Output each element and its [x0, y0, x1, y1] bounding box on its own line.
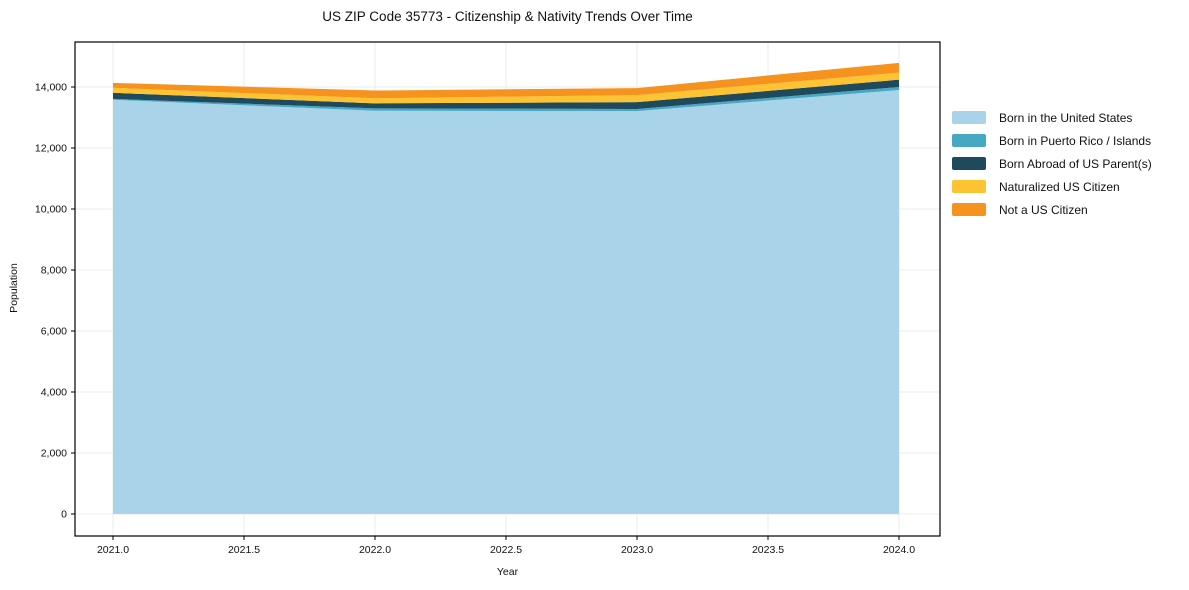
area-born-in-puerto-rico-islands	[113, 87, 899, 112]
legend-item-born-abroad-of-us-parent-s: Born Abroad of US Parent(s)	[952, 152, 1152, 175]
area-naturalized-us-citizen	[113, 72, 899, 104]
y-tick-label: 12,000	[35, 143, 67, 155]
x-tick-label: 2023.5	[752, 544, 784, 556]
legend-swatch-icon	[952, 134, 986, 147]
legend-item-born-in-the-united-states: Born in the United States	[952, 106, 1152, 129]
legend-swatch-icon	[952, 157, 986, 170]
y-tick-label: 4,000	[41, 387, 67, 399]
area-born-abroad-of-us-parent-s	[113, 79, 899, 109]
y-tick-label: 0	[61, 509, 67, 521]
legend-swatch-icon	[952, 111, 986, 124]
legend: Born in the United States Born in Puerto …	[952, 106, 1152, 221]
y-axis-label: Population	[8, 263, 20, 313]
legend-label: Born in the United States	[999, 110, 1133, 125]
x-axis-label: Year	[496, 566, 519, 578]
plot-border	[74, 41, 941, 537]
area-born-in-the-united-states	[113, 90, 899, 515]
y-tick-label: 2,000	[41, 448, 67, 460]
legend-swatch-icon	[952, 203, 986, 216]
legend-label: Born Abroad of US Parent(s)	[999, 156, 1152, 171]
legend-label: Not a US Citizen	[999, 202, 1088, 217]
x-tick-label: 2022.5	[490, 544, 522, 556]
legend-label: Born in Puerto Rico / Islands	[999, 133, 1152, 148]
legend-item-not-a-us-citizen: Not a US Citizen	[952, 198, 1152, 221]
legend-item-born-in-puerto-rico-islands: Born in Puerto Rico / Islands	[952, 129, 1152, 152]
y-tick-label: 6,000	[41, 326, 67, 338]
chart-title: US ZIP Code 35773 - Citizenship & Nativi…	[322, 9, 693, 24]
y-tick-label: 8,000	[41, 265, 67, 277]
x-tick-label: 2021.0	[97, 544, 129, 556]
y-tick-label: 14,000	[35, 82, 67, 94]
x-tick-label: 2023.0	[621, 544, 653, 556]
y-tick-label: 10,000	[35, 204, 67, 216]
legend-item-naturalized-us-citizen: Naturalized US Citizen	[952, 175, 1152, 198]
legend-label: Naturalized US Citizen	[999, 179, 1120, 194]
area-not-a-us-citizen	[113, 62, 899, 99]
x-tick-label: 2021.5	[228, 544, 260, 556]
legend-swatch-icon	[952, 180, 986, 193]
x-tick-label: 2022.0	[359, 544, 391, 556]
x-tick-label: 2024.0	[883, 544, 915, 556]
